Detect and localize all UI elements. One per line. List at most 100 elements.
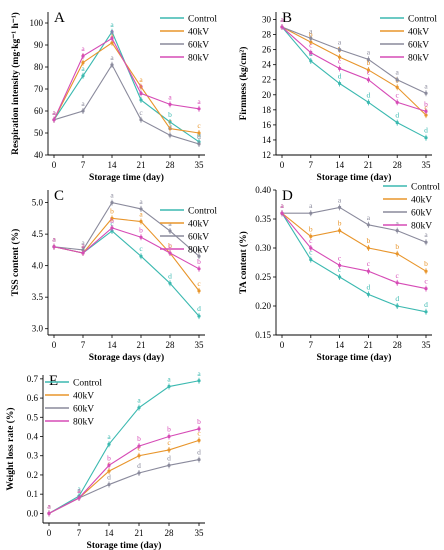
- legend-label: 40kV: [188, 220, 209, 230]
- significance-label: a: [52, 108, 56, 117]
- y-tick-label: 0.40: [255, 185, 271, 195]
- data-point: [309, 51, 313, 55]
- y-tick-label: 5.0: [32, 198, 44, 208]
- x-tick-label: 21: [364, 160, 373, 170]
- significance-label: d: [137, 461, 141, 470]
- y-tick-label: 4.0: [32, 261, 44, 271]
- data-point: [167, 463, 171, 467]
- significance-label: c: [139, 244, 143, 253]
- data-point: [167, 384, 171, 389]
- data-point: [110, 30, 114, 34]
- data-point: [168, 133, 172, 137]
- data-point: [395, 100, 399, 104]
- series-line-Control: [281, 26, 427, 139]
- data-point: [139, 85, 143, 89]
- y-axis-label: Firmness (kg/cm²): [238, 47, 249, 121]
- significance-label: a: [167, 375, 171, 384]
- data-point: [395, 281, 399, 285]
- data-point: [309, 246, 313, 250]
- significance-label: c: [396, 271, 400, 280]
- data-point: [139, 235, 143, 239]
- significance-label: c: [424, 277, 428, 286]
- significance-label: a: [309, 26, 313, 35]
- y-tick-label: 90: [34, 40, 44, 50]
- x-tick-label: 0: [47, 528, 52, 538]
- series-line-60kV: [282, 206, 427, 243]
- data-point: [168, 251, 172, 255]
- significance-label: d: [395, 111, 399, 120]
- significance-label: b: [110, 216, 114, 225]
- data-point: [197, 254, 201, 258]
- y-axis-label: Respiration intensity (mg·kg⁻¹ h⁻¹): [10, 12, 21, 155]
- data-point: [424, 310, 428, 314]
- data-point: [110, 36, 114, 41]
- y-tick-label: 0.5: [27, 412, 39, 422]
- x-tick-label: 35: [422, 160, 432, 170]
- data-point: [168, 229, 172, 233]
- legend-label: 40kV: [73, 392, 94, 402]
- significance-label: b: [309, 224, 313, 233]
- data-point: [167, 434, 171, 439]
- panel-D: 0.15 0.20 0.25 0.30 0.35 0.40 0 7 14 21 28 35 Storag…: [238, 183, 440, 364]
- y-tick-label: 0.30: [255, 243, 271, 253]
- data-point: [81, 61, 85, 65]
- significance-label: a: [197, 97, 201, 106]
- x-tick-label: 28: [393, 160, 403, 170]
- x-tick-label: 0: [280, 160, 285, 170]
- panel-letter: A: [54, 10, 65, 26]
- data-point: [197, 289, 201, 293]
- series-line-80kV: [53, 227, 200, 270]
- significance-label: a: [110, 191, 114, 200]
- data-point: [52, 245, 56, 249]
- x-tick-label: 7: [77, 528, 82, 538]
- data-point: [168, 281, 172, 285]
- data-point: [309, 234, 313, 238]
- data-point: [110, 41, 114, 45]
- y-tick-label: 70: [34, 84, 44, 94]
- legend-label: 40kV: [411, 196, 432, 206]
- significance-label: d: [197, 304, 201, 313]
- significance-label: b: [197, 257, 201, 266]
- data-point: [395, 252, 399, 256]
- significance-label: a: [139, 75, 143, 84]
- data-point: [197, 427, 201, 431]
- significance-label: c: [338, 56, 342, 65]
- significance-label: a: [47, 501, 51, 510]
- data-point: [197, 267, 201, 271]
- significance-label: a: [396, 68, 400, 77]
- data-point: [168, 127, 172, 131]
- data-point: [110, 201, 114, 205]
- data-point: [197, 107, 201, 111]
- y-tick-label: 0.7: [27, 374, 39, 384]
- data-point: [81, 248, 85, 252]
- significance-label: c: [167, 438, 171, 447]
- data-point: [167, 448, 171, 452]
- data-point: [366, 57, 370, 62]
- significance-label: a: [52, 235, 56, 244]
- significance-label: a: [309, 201, 313, 210]
- x-tick-label: 14: [105, 528, 115, 538]
- y-tick-label: 40: [34, 150, 44, 160]
- significance-label: b: [367, 236, 371, 245]
- legend-label: Control: [73, 379, 102, 389]
- y-tick-label: 12: [262, 150, 271, 160]
- significance-label: c: [424, 103, 428, 112]
- y-tick-label: 0.2: [27, 470, 38, 480]
- y-tick-label: 14: [262, 135, 272, 145]
- significance-label: a: [424, 81, 428, 90]
- y-tick-label: 16: [262, 120, 272, 130]
- data-point: [81, 109, 85, 113]
- significance-label: a: [280, 15, 284, 24]
- data-point: [52, 118, 56, 122]
- data-point: [338, 275, 342, 279]
- significance-label: a: [367, 47, 371, 56]
- x-tick-label: 7: [309, 340, 314, 350]
- y-tick-label: 24: [262, 60, 272, 70]
- significance-label: a: [110, 53, 114, 62]
- data-point: [366, 68, 370, 72]
- series-line-40kV: [281, 212, 427, 272]
- data-point: [139, 91, 143, 95]
- significance-label: b: [110, 206, 114, 215]
- legend-label: 60kV: [188, 41, 209, 51]
